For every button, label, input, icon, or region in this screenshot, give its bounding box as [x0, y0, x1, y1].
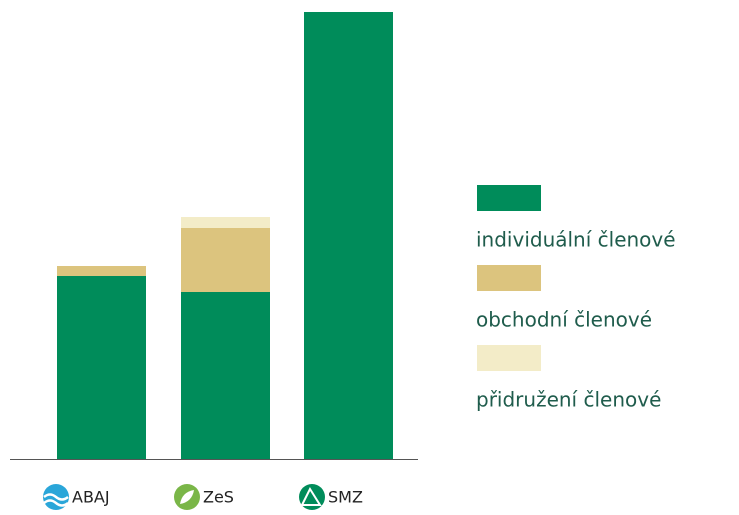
- legend-swatch: [477, 185, 541, 211]
- icon-abaj: [43, 484, 69, 510]
- bar-segment: [181, 228, 270, 292]
- bar-segment: [181, 292, 270, 459]
- bar-segment: [57, 276, 146, 459]
- bar-segment: [181, 217, 270, 228]
- legend-swatch: [477, 265, 541, 291]
- bar-segment: [304, 12, 393, 459]
- icon-smz: [299, 484, 325, 510]
- icon-zes: [174, 484, 200, 510]
- bar-segment: [57, 266, 146, 276]
- legend-swatch: [477, 345, 541, 371]
- legend-label: individuální členové: [476, 228, 676, 252]
- x-tick-label: ABAJ: [72, 488, 110, 507]
- x-tick-label: ZeS: [203, 488, 234, 507]
- legend-label: obchodní členové: [476, 308, 652, 332]
- x-tick-label: SMZ: [328, 488, 363, 507]
- legend-label: přidružení členové: [476, 388, 661, 412]
